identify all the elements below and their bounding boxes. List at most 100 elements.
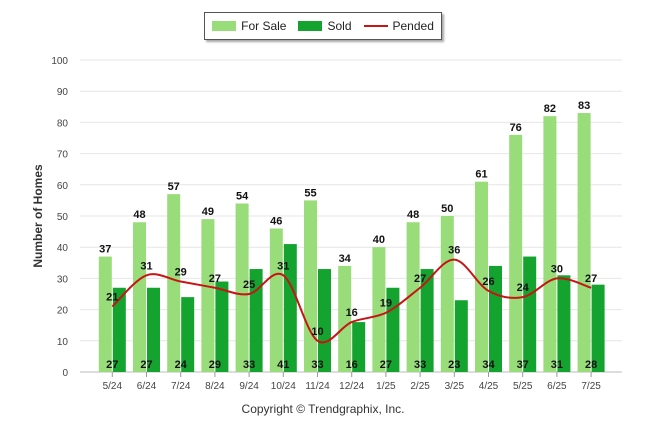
pended-swatch xyxy=(363,25,388,27)
bars xyxy=(98,113,605,372)
legend-label: Sold xyxy=(327,19,352,33)
y-tick-label: 90 xyxy=(57,87,69,98)
sold-value-label: 34 xyxy=(482,359,495,371)
x-tick-label: 2/25 xyxy=(410,381,430,392)
for-sale-value-label: 48 xyxy=(133,209,145,221)
x-tick-label: 3/25 xyxy=(445,381,465,392)
sold-value-label: 27 xyxy=(140,359,152,371)
sold-bar xyxy=(249,269,263,372)
pended-value-label: 25 xyxy=(243,279,255,291)
x-tick-label: 1/25 xyxy=(376,381,396,392)
y-tick-label: 0 xyxy=(62,368,68,379)
sold-value-label: 33 xyxy=(311,359,323,371)
pended-value-label: 26 xyxy=(482,276,494,288)
for-sale-value-label: 61 xyxy=(475,169,487,181)
for-sale-bar xyxy=(577,113,591,372)
sold-value-label: 33 xyxy=(243,359,255,371)
for-sale-value-label: 48 xyxy=(407,209,419,221)
pended-value-label: 27 xyxy=(209,273,221,285)
pended-line xyxy=(111,258,592,344)
pended-value-label: 27 xyxy=(414,273,426,285)
pended-value-label: 21 xyxy=(106,291,118,303)
pended-value-label: 16 xyxy=(346,307,358,319)
for-sale-bar xyxy=(269,228,283,372)
sold-bar xyxy=(523,256,537,372)
for-sale-bar xyxy=(475,181,488,372)
legend-label: For Sale xyxy=(241,19,287,33)
pended-value-label: 31 xyxy=(140,260,152,272)
for-sale-bar xyxy=(304,200,317,372)
legend: For Sale Sold Pended xyxy=(204,12,442,40)
sold-value-label: 27 xyxy=(106,359,118,371)
y-tick-label: 10 xyxy=(57,337,69,348)
for-sale-value-label: 82 xyxy=(544,103,556,115)
for-sale-bar xyxy=(201,219,215,372)
y-tick-label: 100 xyxy=(51,56,68,67)
x-tick-label: 12/24 xyxy=(339,381,364,392)
sold-bar xyxy=(181,297,195,372)
copyright-text: Copyright © Trendgraphix, Inc. xyxy=(241,402,405,416)
legend-item-pended[interactable]: Pended xyxy=(363,19,434,33)
pended-value-label: 19 xyxy=(380,298,392,310)
for-sale-bar xyxy=(372,247,386,372)
y-tick-label: 80 xyxy=(57,118,69,129)
sold-bar xyxy=(591,284,605,372)
sold-value-label: 33 xyxy=(414,359,426,371)
x-tick-label: 11/24 xyxy=(305,381,330,392)
sold-value-label: 41 xyxy=(277,359,289,371)
data-labels: 37 27 21 48 27 31 57 24 29 49 29 27 54 33 25 46 41 31 55 33… xyxy=(99,100,597,371)
for-sale-value-label: 37 xyxy=(99,244,111,256)
for-sale-value-label: 54 xyxy=(236,191,249,203)
legend-item-sold[interactable]: Sold xyxy=(298,19,352,33)
for-sale-bar xyxy=(406,222,420,372)
axes: 0 10 20 30 40 50 60 70 80 90 100 5/24 6/24 7/24 8/24 9/… xyxy=(51,56,622,392)
pended-value-label: 24 xyxy=(517,282,530,294)
sold-bar xyxy=(318,269,331,372)
x-tick-label: 7/24 xyxy=(171,381,191,392)
pended-value-label: 29 xyxy=(175,267,187,279)
for-sale-bar xyxy=(235,203,249,372)
for-sale-bar xyxy=(509,134,523,372)
x-tick-label: 5/24 xyxy=(103,381,123,392)
x-tick-label: 8/24 xyxy=(205,381,225,392)
x-tick-label: 7/25 xyxy=(581,381,601,392)
sold-swatch xyxy=(298,21,323,31)
for-sale-value-label: 40 xyxy=(373,234,385,246)
for-sale-bar xyxy=(440,216,454,372)
for-sale-bar xyxy=(338,265,352,372)
x-tick-label: 6/25 xyxy=(547,381,567,392)
for-sale-bar xyxy=(543,116,557,372)
y-tick-label: 30 xyxy=(57,274,69,285)
for-sale-bar xyxy=(133,222,146,372)
sold-value-label: 28 xyxy=(585,359,597,371)
for-sale-value-label: 83 xyxy=(578,100,590,112)
x-tick-label: 5/25 xyxy=(513,381,533,392)
sold-value-label: 27 xyxy=(380,359,392,371)
for-sale-bar xyxy=(167,194,181,372)
sold-bar xyxy=(112,287,126,372)
pended-value-label: 27 xyxy=(585,273,597,285)
for-sale-value-label: 55 xyxy=(304,187,316,199)
sold-value-label: 37 xyxy=(517,359,529,371)
sold-bar xyxy=(352,322,366,372)
sold-bar xyxy=(215,281,229,372)
pended-value-label: 10 xyxy=(311,326,323,338)
y-tick-label: 20 xyxy=(57,306,69,317)
for-sale-swatch xyxy=(212,21,237,31)
sold-value-label: 16 xyxy=(346,359,358,371)
sold-value-label: 31 xyxy=(551,359,563,371)
legend-item-for-sale[interactable]: For Sale xyxy=(212,19,286,33)
y-tick-label: 50 xyxy=(57,212,69,223)
y-tick-label: 70 xyxy=(57,150,69,161)
y-tick-label: 60 xyxy=(57,181,69,192)
sold-value-label: 23 xyxy=(448,359,460,371)
x-tick-label: 6/24 xyxy=(137,381,157,392)
y-tick-label: 40 xyxy=(57,243,69,254)
for-sale-value-label: 57 xyxy=(168,181,180,193)
for-sale-value-label: 76 xyxy=(510,122,522,134)
x-tick-label: 9/24 xyxy=(239,381,259,392)
sold-value-label: 24 xyxy=(175,359,188,371)
sold-bar xyxy=(454,300,468,372)
sold-bar xyxy=(283,244,297,372)
